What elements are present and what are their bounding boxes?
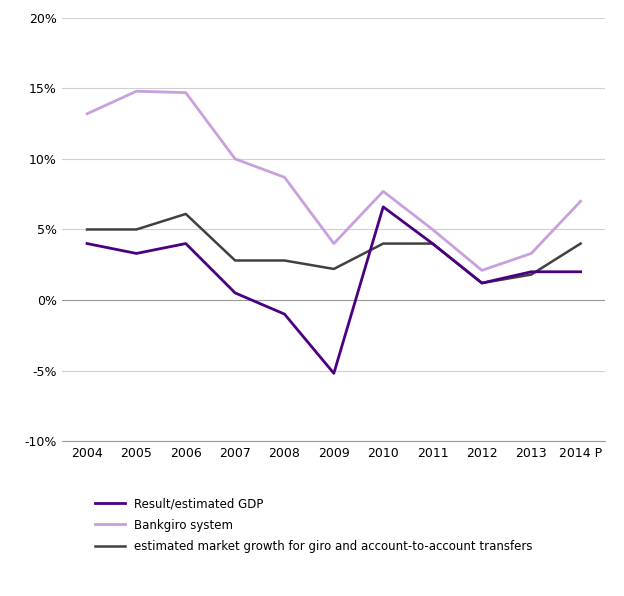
Legend: Result/estimated GDP, Bankgiro system, estimated market growth for giro and acco: Result/estimated GDP, Bankgiro system, e… [95, 498, 533, 553]
